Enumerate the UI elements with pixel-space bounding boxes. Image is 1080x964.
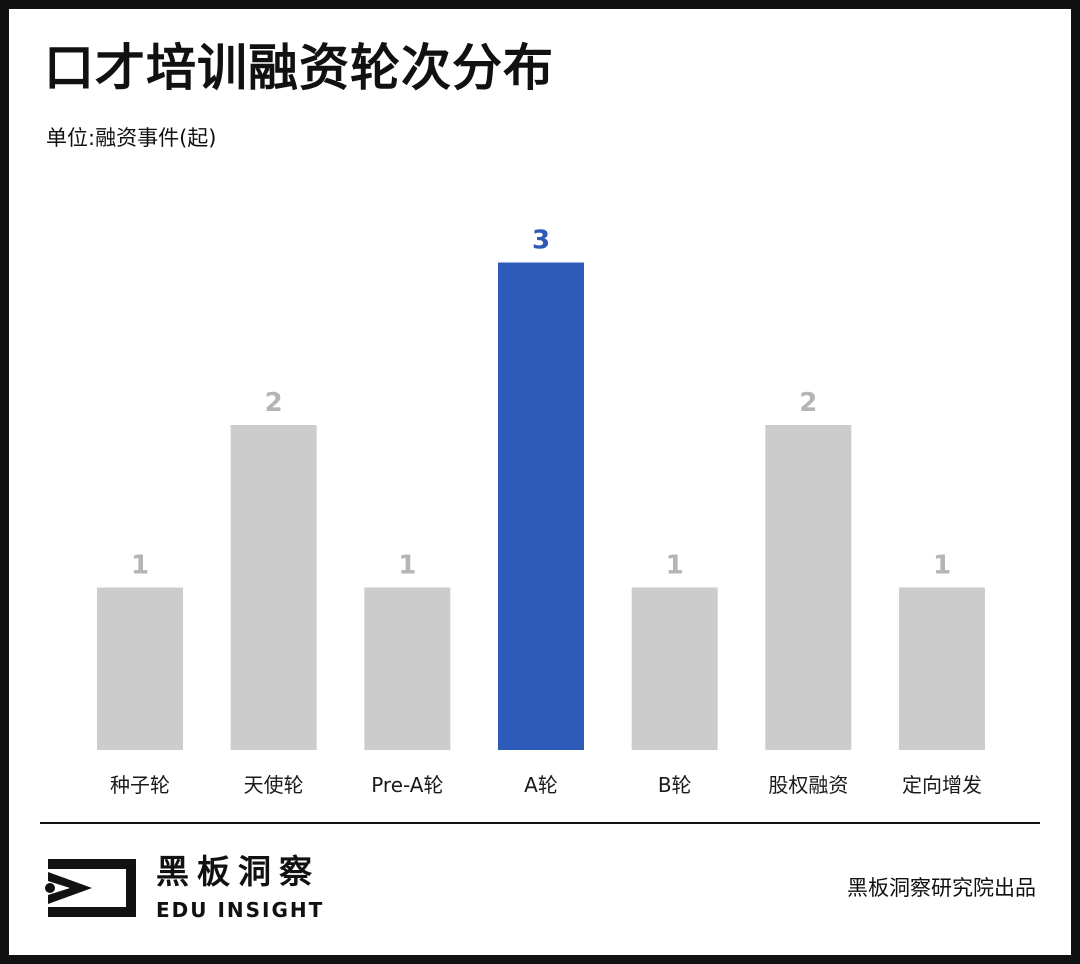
value-label: 2: [265, 388, 283, 418]
category-label: B轮: [658, 773, 692, 797]
brand-logo-icon: [45, 859, 136, 917]
value-label: 1: [666, 551, 684, 581]
bar: [97, 587, 183, 750]
chart-title: 口才培训融资轮次分布: [44, 39, 554, 97]
value-label: 1: [933, 551, 951, 581]
category-label: A轮: [524, 773, 558, 797]
value-label: 1: [131, 551, 149, 581]
category-label: 天使轮: [244, 773, 304, 797]
unit-label: 单位:融资事件(起): [46, 126, 217, 150]
credit-text: 黑板洞察研究院出品: [847, 876, 1036, 900]
category-label: 种子轮: [110, 773, 170, 797]
category-label: 股权融资: [768, 773, 848, 797]
value-label: 1: [398, 551, 416, 581]
bar: [364, 587, 451, 750]
value-label: 3: [532, 226, 550, 256]
bar: [230, 425, 317, 750]
value-label: 2: [799, 388, 817, 418]
brand-name-en: EDU INSIGHT: [156, 898, 325, 922]
bar: [631, 587, 718, 750]
bar-chart: 1 种子轮 2 天使轮 1 Pre-A轮 3 A轮 1 B轮 2 股权融资 1 定向增发: [97, 226, 986, 797]
footer-divider: [40, 822, 1040, 824]
bar: [899, 587, 986, 750]
category-label: 定向增发: [902, 773, 982, 797]
category-label: Pre-A轮: [371, 773, 443, 797]
bar: [765, 425, 852, 750]
bar: [498, 262, 585, 750]
brand-name-cn: 黑板洞察: [156, 852, 320, 891]
